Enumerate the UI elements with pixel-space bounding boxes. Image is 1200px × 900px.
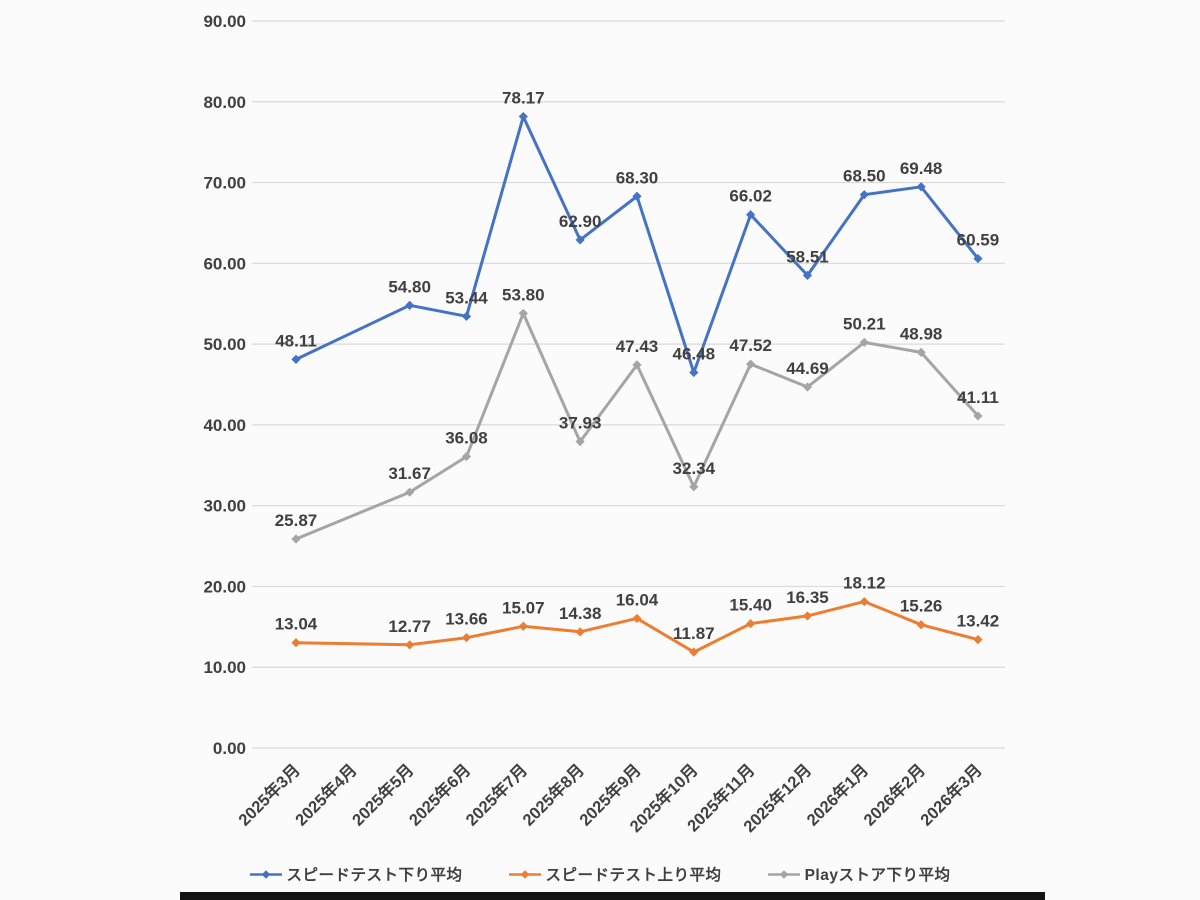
data-label: 18.12 <box>843 574 886 593</box>
data-label: 13.42 <box>957 612 1000 631</box>
data-label: 48.98 <box>900 324 943 343</box>
data-point-marker <box>973 634 983 645</box>
data-label: 50.21 <box>843 314 886 333</box>
data-label: 12.77 <box>388 617 431 636</box>
data-label: 68.50 <box>843 167 886 186</box>
data-label: 46.48 <box>673 345 716 364</box>
data-point-marker <box>973 411 983 421</box>
legend-label: スピードテスト下り平均 <box>286 867 463 884</box>
legend-marker-icon <box>767 869 800 879</box>
data-point-marker <box>859 597 869 607</box>
y-axis-tick-label: 60.00 <box>203 254 246 273</box>
data-label: 47.52 <box>729 336 772 355</box>
data-label: 14.38 <box>559 604 602 623</box>
series-line-0 <box>294 115 980 374</box>
data-point-marker <box>632 191 642 201</box>
data-point-marker <box>518 111 528 122</box>
data-point-marker <box>859 337 869 348</box>
data-point-marker <box>291 638 301 648</box>
y-axis-tick-label: 80.00 <box>203 93 246 112</box>
data-label: 44.69 <box>786 359 829 378</box>
data-point-marker <box>405 487 415 497</box>
legend-marker-icon <box>249 869 282 879</box>
data-point-marker <box>916 347 926 357</box>
data-point-marker <box>689 367 699 378</box>
data-label: 66.02 <box>729 187 772 206</box>
data-point-marker <box>632 613 642 624</box>
data-label: 11.87 <box>673 624 715 643</box>
data-point-marker <box>575 627 585 637</box>
series-line-2 <box>294 311 980 541</box>
legend-label: スピードテスト上り平均 <box>545 867 722 884</box>
data-point-marker <box>689 647 699 657</box>
data-label: 78.17 <box>502 89 545 108</box>
data-label: 25.87 <box>275 511 318 530</box>
data-point-marker <box>802 270 813 280</box>
data-label: 53.80 <box>502 285 545 304</box>
data-point-marker <box>405 300 415 310</box>
data-point-marker <box>973 253 983 264</box>
data-label: 16.35 <box>786 588 829 607</box>
data-point-marker <box>518 621 528 631</box>
data-label: 41.11 <box>957 388 999 407</box>
data-point-marker <box>916 620 926 630</box>
data-point-marker <box>802 611 813 621</box>
data-label: 16.04 <box>616 590 659 609</box>
legend-label: Playストア下り平均 <box>804 867 951 884</box>
data-label: 32.34 <box>673 459 716 478</box>
y-axis-tick-label: 30.00 <box>203 497 246 516</box>
y-axis-tick-label: 0.00 <box>213 739 246 758</box>
data-label: 69.48 <box>900 159 943 178</box>
data-point-marker <box>802 382 813 392</box>
y-axis-tick-label: 20.00 <box>203 577 246 596</box>
legend-item-1: スピードテスト上り平均 <box>508 863 722 885</box>
y-axis-tick-label: 50.00 <box>203 335 246 354</box>
data-point-marker <box>859 190 869 200</box>
data-label: 13.66 <box>445 610 488 629</box>
data-label: 58.51 <box>786 247 829 266</box>
data-label: 54.80 <box>388 277 431 296</box>
legend-marker-icon <box>508 869 541 879</box>
data-point-marker <box>689 482 699 492</box>
y-axis-tick-label: 90.00 <box>203 12 246 31</box>
bottom-border-bar <box>180 892 1045 900</box>
x-axis-tick-label: 2026年3月 <box>916 760 986 830</box>
data-point-marker <box>405 640 415 650</box>
data-label: 68.30 <box>616 168 659 187</box>
data-label: 15.26 <box>900 597 943 616</box>
chart-canvas: 0.00 10.00 20.00 30.00 40.00 50.00 60.00 70.00 8… <box>203 12 1005 836</box>
data-label: 60.59 <box>957 231 1000 250</box>
legend-item-0: スピードテスト下り平均 <box>249 863 463 885</box>
data-point-marker <box>291 354 301 364</box>
data-label: 47.43 <box>616 337 659 356</box>
data-label: 15.07 <box>502 598 545 617</box>
data-label: 13.04 <box>275 615 318 634</box>
data-point-marker <box>746 359 756 369</box>
data-point-marker <box>746 210 756 220</box>
chart-legend: スピードテスト下り平均 スピードテスト上り平均 Playストア下り平均 <box>0 860 1200 888</box>
data-point-marker <box>746 619 756 629</box>
data-point-marker <box>461 451 472 462</box>
data-label: 62.90 <box>559 212 602 231</box>
data-label: 15.40 <box>729 596 772 615</box>
data-point-marker <box>575 437 585 447</box>
data-point-marker <box>916 182 926 192</box>
data-point-marker <box>461 633 472 643</box>
data-point-marker <box>461 311 472 321</box>
data-label: 37.93 <box>559 414 602 433</box>
data-label: 31.67 <box>388 464 431 483</box>
legend-item-2: Playストア下り平均 <box>767 863 951 885</box>
data-point-marker <box>291 534 301 544</box>
data-label: 48.11 <box>275 331 317 350</box>
data-label: 53.44 <box>445 288 488 307</box>
y-axis-tick-label: 40.00 <box>203 416 246 435</box>
data-point-marker <box>575 235 585 245</box>
y-axis-tick-label: 70.00 <box>203 174 246 193</box>
data-label: 36.08 <box>445 429 488 448</box>
series-line-1 <box>294 600 980 654</box>
y-axis-tick-label: 10.00 <box>203 658 246 677</box>
data-point-marker <box>632 360 642 370</box>
data-point-marker <box>518 308 528 319</box>
